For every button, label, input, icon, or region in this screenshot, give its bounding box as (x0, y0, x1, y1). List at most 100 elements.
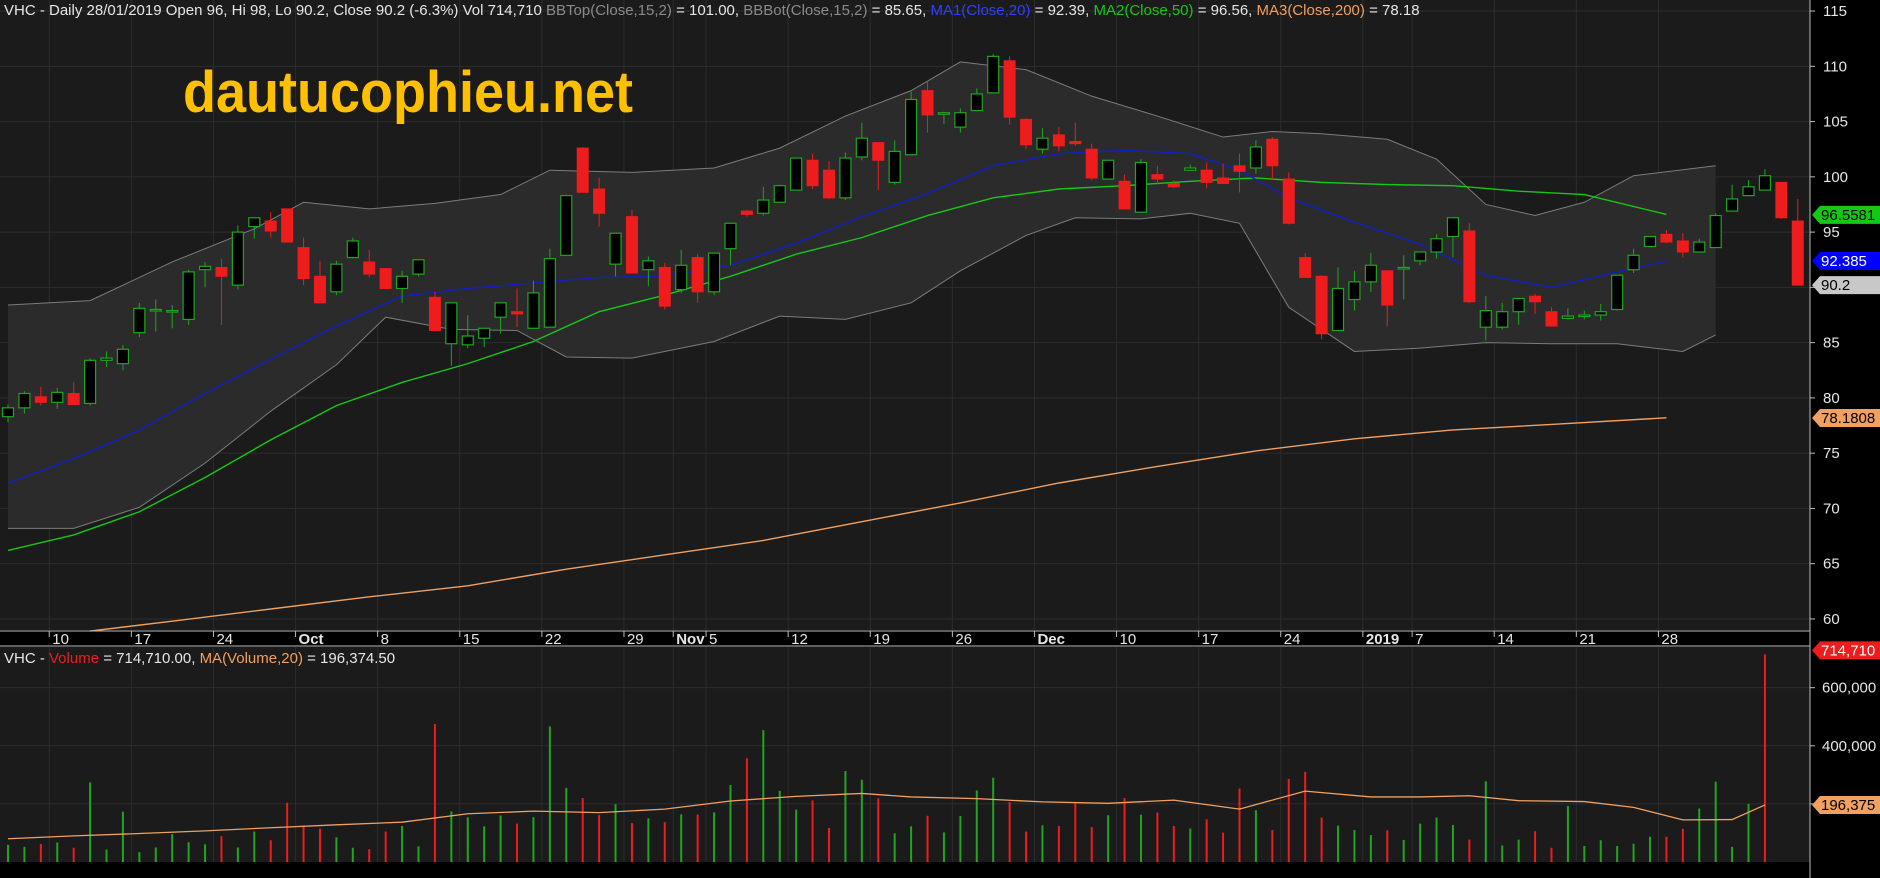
ma3-line (90, 417, 1667, 632)
price-tick-label: 75 (1823, 445, 1840, 462)
candle-body-up (1578, 314, 1591, 318)
candle (740, 210, 753, 217)
candle (937, 111, 951, 124)
candle-body-up (724, 222, 737, 250)
candle-body-up (1036, 137, 1049, 150)
candle (707, 252, 721, 296)
x-tick-label: 5 (709, 631, 717, 648)
x-tick-label: 21 (1579, 631, 1596, 648)
candle-body-up (461, 335, 474, 346)
candle-body-up (855, 137, 868, 158)
candle-body-down (363, 261, 376, 275)
candle (658, 263, 671, 310)
volume-label: Volume (49, 650, 99, 667)
bbtop-value: = 101.00, (672, 2, 739, 19)
ma3-value: = 78.18 (1365, 2, 1420, 19)
candle-body-up (1430, 238, 1443, 253)
candle-body-up (1102, 159, 1115, 180)
candle-body-down (281, 208, 294, 243)
volume-pane-background (0, 647, 1810, 862)
candle (888, 140, 901, 185)
candle-body-up (1, 407, 15, 418)
candle (1725, 184, 1739, 212)
candle-body-up (609, 232, 622, 265)
candle-body-up (1364, 264, 1377, 283)
candle (1578, 310, 1591, 320)
candle (1167, 180, 1180, 188)
candle-body-up (954, 112, 967, 128)
price-tick-label: 105 (1823, 114, 1848, 131)
candle-body-up (904, 98, 918, 156)
candle (215, 258, 228, 325)
candle-body-down (921, 90, 934, 116)
price-tick-label: 110 (1823, 58, 1847, 75)
volume-pane[interactable]: VHC - Volume = 714,710.00, MA(Volume,20)… (0, 647, 1810, 862)
x-tick-label: 8 (381, 631, 389, 648)
x-tick-label: 29 (627, 631, 644, 648)
candle-body-up (1134, 161, 1148, 213)
candle-body-up (1512, 297, 1525, 313)
price-tick-label: 95 (1823, 224, 1840, 241)
candle-body-up (198, 265, 212, 271)
candle (428, 291, 441, 331)
candle-body-up (231, 231, 244, 286)
candle (494, 302, 507, 334)
candle-body-up (1496, 311, 1509, 328)
value-tag-box (1812, 251, 1880, 270)
x-tick-label: 10 (52, 631, 69, 648)
candle (1003, 56, 1016, 125)
candle (921, 80, 934, 133)
candle-body-down (872, 142, 885, 161)
candle (1299, 253, 1312, 278)
candle-body-down (511, 311, 524, 315)
volume-ma-polyline (7, 790, 1766, 840)
candle (954, 108, 967, 133)
candle-body-down (658, 266, 671, 307)
value-tag-box (1812, 641, 1880, 660)
volume-ma-value: = 196,374.50 (303, 650, 395, 667)
x-tick-label: 7 (1415, 631, 1423, 648)
price-header: VHC - Daily 28/01/2019 Open 96, Hi 98, L… (4, 2, 1420, 19)
candle-body-down (1233, 165, 1246, 172)
x-tick-label: 12 (791, 631, 808, 648)
candle (1446, 217, 1460, 258)
volume-header: VHC - Volume = 714,710.00, MA(Volume,20)… (4, 650, 395, 667)
candle-body-up (83, 359, 97, 405)
candle (1742, 180, 1755, 197)
candle-body-up (1758, 175, 1772, 191)
candle (281, 208, 294, 243)
candle-body-up (1725, 198, 1739, 212)
volume-bars (7, 654, 1766, 862)
candle-body-down (1266, 138, 1279, 167)
candle-body-down (34, 396, 47, 403)
candle-body-down (1775, 181, 1788, 219)
candle-body-down (1151, 174, 1164, 180)
x-tick-label: 19 (873, 631, 890, 648)
candle-body-up (100, 357, 113, 361)
candle-body-down (379, 268, 392, 289)
candle-body-up (1643, 235, 1657, 248)
value-tag-box (1812, 409, 1880, 428)
price-pane[interactable]: dautucophieu.net VHC - Daily 28/01/2019 … (0, 0, 1810, 632)
price-tick-label: 60 (1823, 611, 1840, 628)
candle-body-up (1561, 315, 1575, 319)
candle (346, 237, 359, 259)
candle (83, 358, 97, 406)
candle (576, 147, 589, 193)
candle-body-down (823, 169, 835, 199)
candle-body-down (691, 257, 704, 293)
candle (1414, 251, 1427, 266)
candle (1529, 294, 1542, 314)
candle-body-down (625, 216, 638, 274)
candle-body-up (560, 195, 573, 256)
candle-body-up (888, 150, 901, 183)
candle (904, 91, 918, 156)
candle (1036, 128, 1049, 154)
candle (1758, 169, 1772, 191)
candle (609, 232, 622, 277)
candle-body-up (987, 55, 1000, 94)
candle-body-up (1479, 309, 1492, 328)
candle (264, 212, 277, 238)
candle-body-up (1611, 274, 1624, 311)
